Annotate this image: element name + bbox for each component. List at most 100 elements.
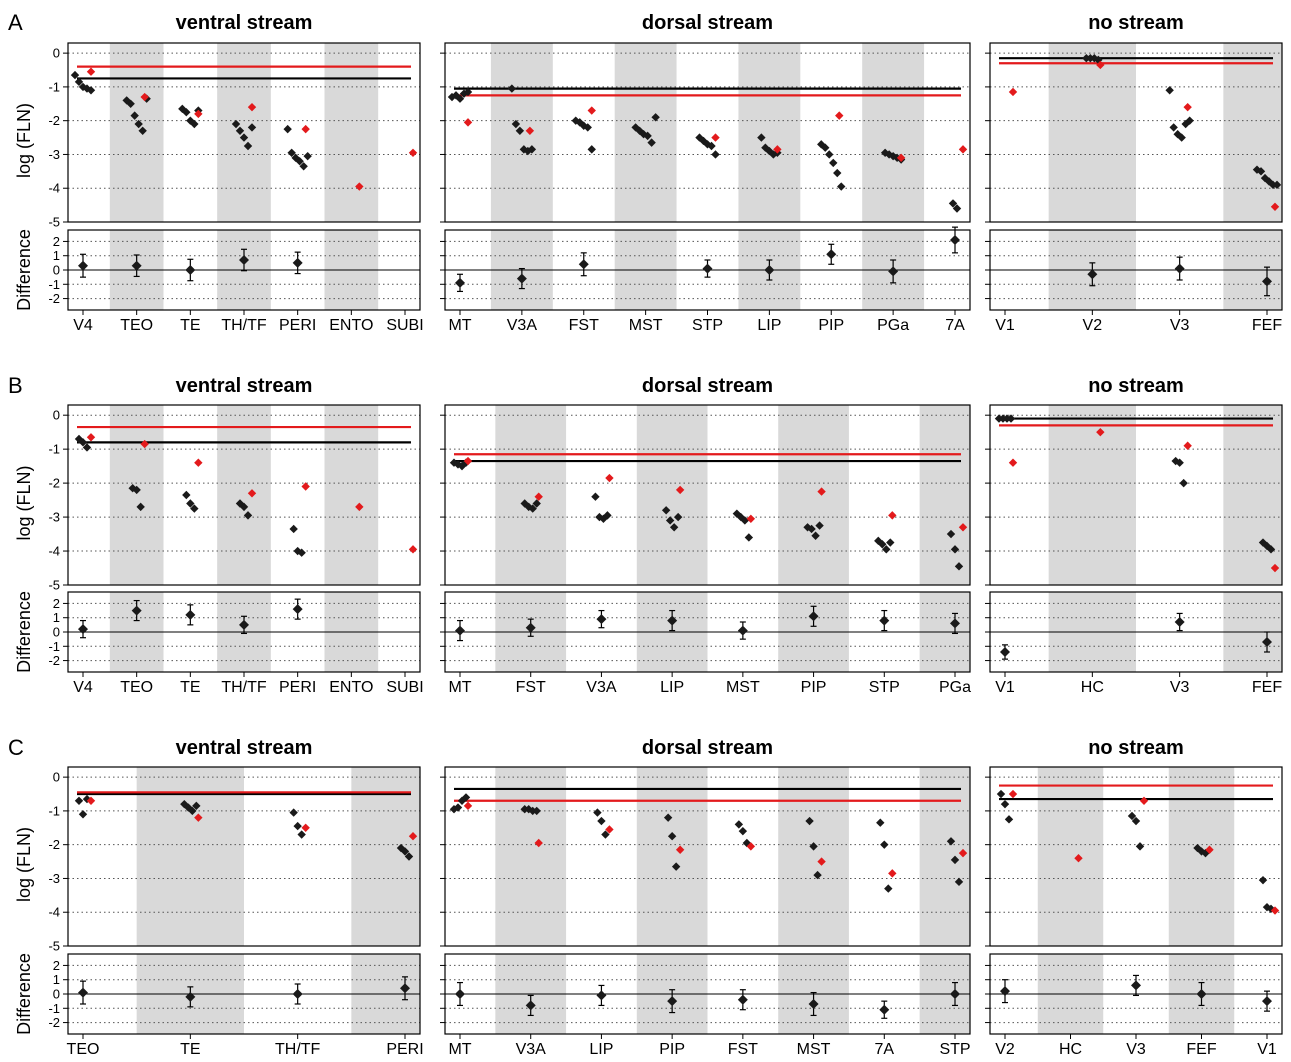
data-point-black — [663, 813, 673, 822]
data-point-black — [82, 84, 92, 93]
y-tick-label: -3 — [48, 510, 60, 525]
data-point-red — [1183, 102, 1192, 112]
x-tick-label: 7A — [874, 1041, 894, 1058]
frame-top — [67, 766, 421, 947]
shaded-band — [1048, 405, 1136, 585]
data-point-red — [247, 489, 257, 498]
data-point-black — [289, 524, 298, 534]
data-point-black — [1177, 133, 1186, 142]
shaded-band — [495, 767, 567, 946]
data-point-black — [1004, 815, 1014, 824]
data-point-black — [738, 826, 748, 836]
shaded-band — [1223, 405, 1282, 585]
data-point-red — [711, 133, 720, 142]
difference-point — [1196, 989, 1207, 999]
y-tick-label: 0 — [53, 408, 60, 423]
x-tick-label: FST — [728, 1041, 758, 1058]
x-tick-label: MT — [448, 679, 471, 696]
difference-point — [667, 996, 678, 1007]
difference-point — [1000, 647, 1010, 657]
data-point-red — [746, 514, 756, 523]
data-point-black — [455, 94, 465, 103]
data-point-black — [528, 504, 537, 513]
data-point-black — [1272, 180, 1282, 190]
y-tick-label: -1 — [48, 79, 60, 94]
y-tick-label: -4 — [48, 544, 60, 559]
data-point-black — [647, 138, 656, 147]
difference-point — [525, 1000, 536, 1011]
data-point-black — [299, 162, 308, 171]
x-tick-label: V1 — [995, 679, 1015, 696]
data-point-red — [525, 126, 535, 136]
shaded-band — [919, 405, 970, 585]
y-tick-label: 0 — [53, 263, 60, 278]
data-point-black — [126, 99, 135, 108]
data-point-black — [1258, 538, 1268, 547]
difference-point — [1000, 986, 1010, 997]
data-point-black — [1127, 811, 1137, 821]
data-point-black — [239, 502, 249, 512]
difference-point — [525, 622, 536, 633]
data-point-black — [1181, 119, 1190, 129]
x-tick-label: STP — [939, 1041, 970, 1058]
x-tick-label: ENTO — [329, 317, 373, 334]
difference-point — [292, 989, 303, 999]
x-tick-label: PERI — [279, 679, 316, 696]
difference-point — [826, 249, 837, 260]
difference-point — [455, 625, 465, 636]
shaded-band — [109, 43, 164, 222]
x-tick-label: LIP — [589, 1041, 613, 1058]
group-dorsal-stream: dorsal stream MT V3A LIP PIP FST MST 7A STP — [440, 737, 971, 1058]
x-tick-label: STP — [869, 679, 900, 696]
data-point-black — [295, 157, 304, 166]
shaded-band — [1037, 767, 1104, 946]
data-point-red — [1008, 458, 1018, 467]
x-tick-label: TE — [180, 317, 200, 334]
data-point-black — [711, 150, 720, 159]
x-tick-label: HC — [1059, 1041, 1082, 1058]
y-tick-label: -2 — [48, 113, 60, 128]
data-point-black — [996, 789, 1006, 799]
data-point-red — [1096, 60, 1105, 70]
x-tick-label: V1 — [1257, 1041, 1277, 1058]
data-point-black — [757, 133, 766, 142]
data-point-black — [180, 799, 189, 809]
data-point-black — [601, 830, 610, 839]
data-point-black — [192, 801, 201, 811]
difference-point — [1131, 980, 1141, 991]
data-point-red — [1139, 796, 1149, 805]
group-title: no stream — [1088, 12, 1184, 34]
data-point-black — [136, 502, 145, 512]
data-point-black — [511, 119, 521, 129]
data-point-black — [453, 803, 463, 812]
difference-point — [185, 991, 196, 1002]
difference-point — [292, 257, 303, 268]
data-point-black — [829, 158, 838, 168]
difference-point — [578, 259, 589, 270]
shaded-band — [738, 43, 801, 222]
y-tick-label: 2 — [53, 596, 60, 611]
data-point-red — [1270, 563, 1280, 573]
data-point-black — [736, 512, 746, 522]
data-point-black — [239, 133, 249, 142]
data-point-black — [946, 837, 956, 846]
shaded-band — [324, 43, 379, 222]
x-tick-label: FEF — [1252, 679, 1282, 696]
difference-point — [239, 255, 249, 265]
data-point-red — [1205, 845, 1214, 854]
data-point-black — [740, 516, 750, 525]
data-point-black — [283, 124, 292, 134]
ylabel-bottom: Difference — [14, 591, 34, 673]
difference-point — [1174, 263, 1185, 274]
data-point-red — [817, 487, 826, 496]
data-point-red — [355, 502, 364, 512]
data-point-red — [675, 485, 685, 495]
group-title: ventral stream — [176, 12, 313, 34]
frame-top — [444, 766, 971, 947]
data-point-black — [188, 806, 197, 816]
data-point-red — [86, 433, 96, 442]
data-point-red — [194, 813, 203, 822]
x-tick-label: FEF — [1186, 1041, 1216, 1058]
data-point-black — [876, 818, 885, 827]
